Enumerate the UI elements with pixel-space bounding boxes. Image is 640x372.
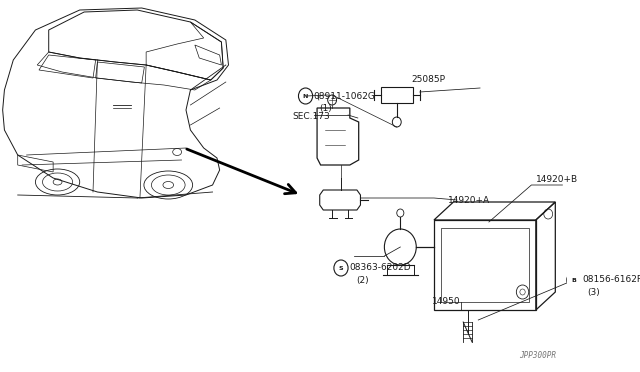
Text: (3): (3)	[587, 288, 600, 296]
Text: (2): (2)	[356, 276, 369, 285]
Text: B: B	[572, 278, 577, 282]
Text: 08156-6162F: 08156-6162F	[582, 276, 640, 285]
Text: 14950: 14950	[432, 298, 461, 307]
Text: N: N	[303, 93, 308, 99]
Text: 14920+B: 14920+B	[536, 174, 578, 183]
Text: 08363-6202D: 08363-6202D	[349, 263, 411, 273]
Text: 14920+A: 14920+A	[448, 196, 490, 205]
Text: 08911-1062G: 08911-1062G	[314, 92, 376, 100]
Text: S: S	[339, 266, 343, 270]
Text: (1): (1)	[319, 103, 332, 112]
Text: JPP300PR: JPP300PR	[519, 351, 556, 360]
Text: SEC.173: SEC.173	[292, 112, 330, 121]
Text: 25085P: 25085P	[411, 74, 445, 83]
